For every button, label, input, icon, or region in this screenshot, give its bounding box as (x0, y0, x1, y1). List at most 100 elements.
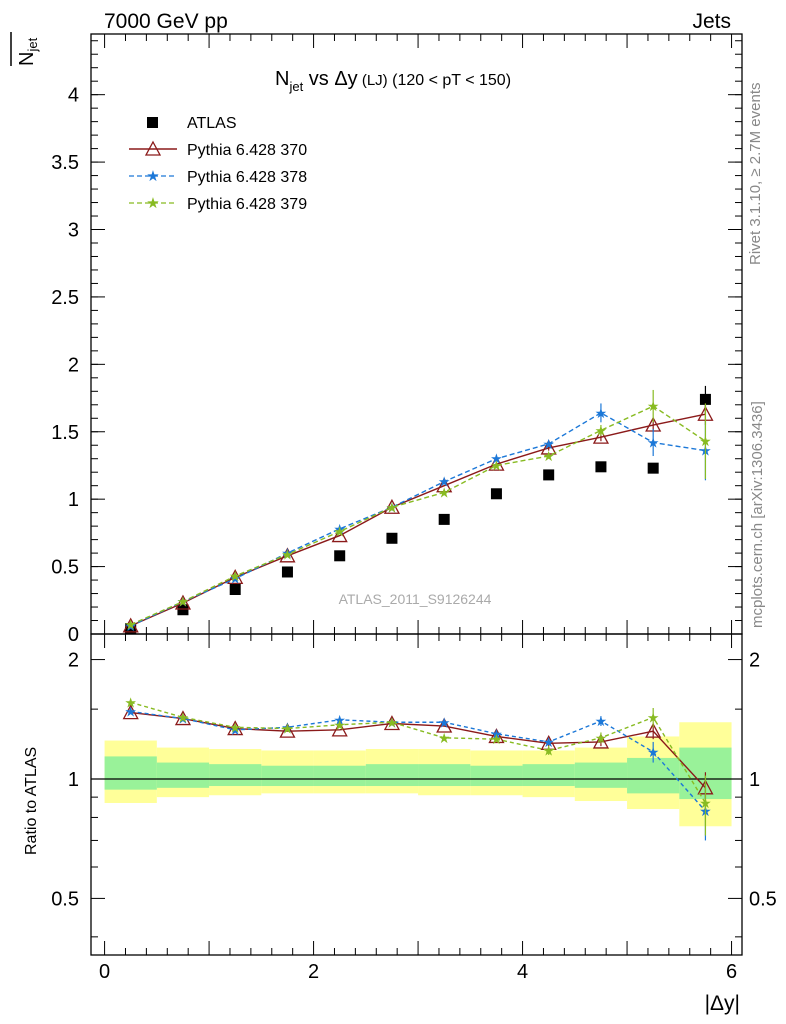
data-point-square (125, 623, 137, 635)
ratio-tick-label: 1 (68, 769, 79, 791)
legend-378-marker: ★ (146, 168, 159, 185)
data-point-star: ★ (595, 405, 608, 421)
top-y-axis-label: Njet (10, 32, 40, 66)
data-point-star: ★ (229, 722, 242, 738)
header-left: 7000 GeV pp (104, 10, 228, 33)
band-inner (209, 764, 262, 787)
data-point-star: ★ (281, 546, 294, 562)
data-point-square (699, 393, 711, 405)
data-point-star: ★ (281, 721, 294, 737)
mcplots-label: mcplots.cern.ch [arXiv:1306.3436] (749, 401, 766, 628)
data-point-triangle (436, 477, 453, 493)
data-point-triangle (592, 733, 610, 749)
title-lj: (LJ) (358, 72, 388, 89)
data-point-star: ★ (124, 703, 137, 719)
band-inner (627, 757, 680, 794)
data-point-star: ★ (124, 617, 137, 633)
data-point-star: ★ (595, 730, 608, 746)
data-point-star: ★ (490, 726, 503, 742)
x-tick-label: 0 (99, 961, 110, 983)
legend-379-label: Pythia 6.428 379 (187, 196, 307, 213)
y-tick-label: 3 (68, 220, 79, 242)
data-point-star: ★ (438, 474, 451, 490)
series-line (130, 413, 706, 627)
data-point-star: ★ (281, 719, 294, 735)
data-point-triangle (122, 617, 139, 633)
top-panel-series: ★★★★★★★★★★★★★★★★★★★★★★★★ (122, 385, 714, 635)
band-inner (365, 764, 419, 787)
data-point-triangle (174, 594, 192, 610)
data-point-triangle (331, 527, 348, 543)
band-inner (470, 765, 523, 787)
header-right: Jets (692, 10, 731, 33)
data-point-star: ★ (229, 568, 242, 584)
ylabel-n: N (16, 52, 38, 66)
data-point-square (386, 532, 398, 544)
title-delta-y: Δy (334, 68, 357, 90)
data-point-triangle (592, 428, 610, 444)
data-point-square (595, 461, 607, 473)
data-point-star: ★ (124, 694, 137, 710)
ratio-tick-label-right: 0.5 (749, 888, 777, 910)
data-point-star: ★ (542, 734, 555, 750)
data-point-star: ★ (177, 711, 190, 727)
legend-378-label: Pythia 6.428 378 (187, 169, 307, 186)
data-point-star: ★ (490, 457, 503, 473)
ratio-tick-label-right: 1 (749, 769, 760, 791)
data-point-star: ★ (281, 545, 294, 561)
data-point-triangle (645, 722, 662, 738)
data-point-square (177, 604, 189, 616)
data-point-star: ★ (386, 714, 399, 730)
data-point-star: ★ (647, 398, 660, 414)
data-point-triangle (488, 728, 505, 744)
y-tick-label: 4 (68, 85, 79, 107)
y-tick-label: 0 (68, 624, 79, 646)
y-tick-label: 2 (68, 354, 79, 376)
data-point-star: ★ (386, 499, 399, 515)
data-point-star: ★ (333, 524, 346, 540)
data-point-star: ★ (647, 744, 660, 760)
data-point-star: ★ (386, 714, 399, 730)
y-tick-label: 2.5 (51, 287, 79, 309)
series-line (130, 412, 706, 627)
y-tick-label: 1.5 (51, 422, 79, 444)
ratio-tick-label-right: 2 (749, 650, 760, 672)
data-point-star: ★ (177, 594, 190, 610)
data-point-triangle (227, 568, 244, 585)
axes-ticks: 0 0.5 1 1.5 2 2.5 3 3.5 4 0 2 4 6 0.5 0.5 1 1 2 2 (51, 34, 777, 983)
bottom-panel-series: ★ ★★ ★ ★ ★ ★★★★★★★★★ ★ ★ ★★ ★★★★★ (122, 694, 714, 841)
svg-text:Njet: Njet (16, 37, 40, 66)
data-point-star: ★ (177, 709, 190, 725)
data-point-star: ★ (438, 714, 451, 730)
ylabel-sub: jet (25, 37, 40, 52)
data-point-triangle (227, 720, 244, 736)
ratio-tick-label: 0.5 (51, 888, 79, 910)
y-tick-label: 1 (68, 489, 79, 511)
data-point-star: ★ (229, 571, 242, 587)
legend-370-marker (144, 140, 162, 156)
title-cut: (120 < pT < 150) (388, 72, 511, 89)
data-point-star: ★ (490, 451, 503, 467)
ratio-tick-label: 2 (68, 650, 79, 672)
x-tick-label: 2 (308, 961, 319, 983)
data-point-star: ★ (438, 730, 451, 746)
band-inner (156, 762, 210, 788)
x-tick-label: 6 (726, 961, 737, 983)
data-point-star: ★ (647, 709, 660, 725)
data-point-star: ★ (386, 499, 399, 515)
data-point-square (334, 550, 346, 562)
data-point-star: ★ (699, 795, 712, 811)
legend: ATLAS Pythia 6.428 370 ★ Pythia 6.428 37… (129, 115, 307, 213)
data-point-star: ★ (438, 484, 451, 500)
data-point-star: ★ (595, 713, 608, 729)
data-point-square (543, 469, 555, 481)
title-n: N (275, 68, 289, 90)
title-vs: vs (303, 68, 334, 90)
data-point-square (438, 513, 450, 525)
data-point-star: ★ (542, 436, 555, 452)
legend-379-marker: ★ (146, 195, 159, 212)
band-inner (261, 765, 314, 787)
band-inner (522, 764, 575, 787)
legend-atlas-label: ATLAS (187, 115, 237, 132)
